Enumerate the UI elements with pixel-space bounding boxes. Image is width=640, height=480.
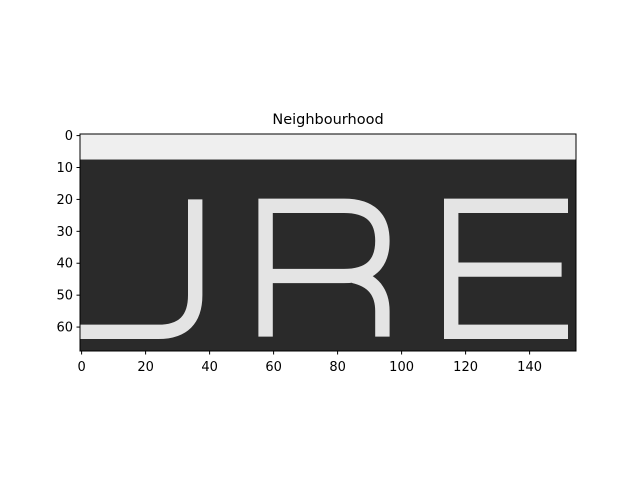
y-tick-label: 60 bbox=[56, 321, 73, 336]
image bbox=[79, 134, 576, 351]
letter-r bbox=[258, 198, 390, 337]
x-tick-label: 40 bbox=[201, 360, 218, 375]
y-tick-label: 20 bbox=[56, 193, 73, 208]
letter-e bbox=[444, 198, 569, 340]
axes-frame bbox=[79, 133, 577, 352]
x-tick-label: 140 bbox=[517, 360, 542, 375]
image-letters bbox=[79, 198, 569, 340]
y-tick-label: 0 bbox=[65, 129, 73, 144]
y-tick-label: 50 bbox=[56, 289, 73, 304]
image-dark bbox=[80, 134, 576, 351]
image-top-strip bbox=[80, 134, 576, 160]
x-tick-label: 100 bbox=[389, 360, 414, 375]
y-tick-label: 30 bbox=[56, 225, 73, 240]
y-tick-label: 10 bbox=[56, 161, 73, 176]
chart-title: Neighbourhood bbox=[272, 112, 383, 128]
letter-u bbox=[79, 199, 203, 340]
x-tick-label: 80 bbox=[329, 360, 346, 375]
y-tick-label: 40 bbox=[56, 257, 73, 272]
x-tick-label: 120 bbox=[453, 360, 478, 375]
x-tick-label: 0 bbox=[77, 360, 85, 375]
x-tick-label: 60 bbox=[265, 360, 282, 375]
x-tick-label: 20 bbox=[137, 360, 154, 375]
